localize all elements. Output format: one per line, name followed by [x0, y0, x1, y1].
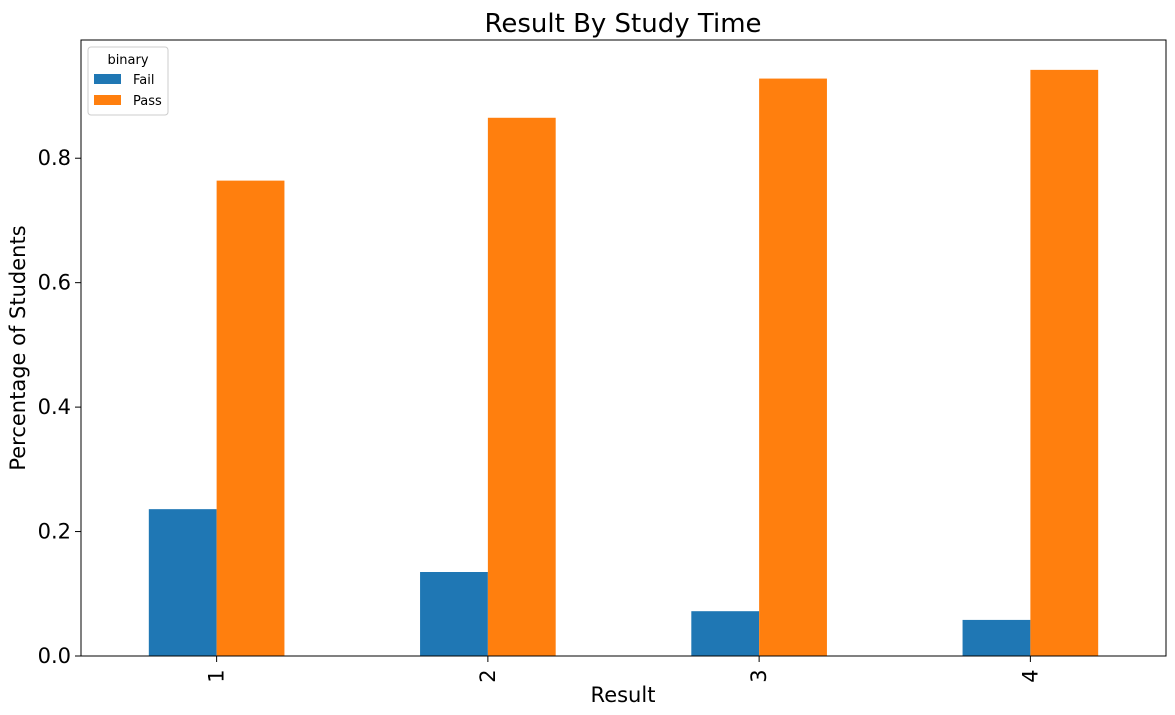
bar-pass-2 [487, 117, 556, 657]
x-axis-label: Result [591, 683, 656, 707]
x-tick-label: 2 [476, 669, 500, 682]
y-tick-label: 0.4 [38, 395, 71, 419]
y-tick-label: 0.2 [38, 520, 71, 544]
bars-group [148, 69, 1099, 657]
x-tick-label: 1 [205, 669, 229, 682]
bar-fail-2 [420, 572, 488, 656]
legend: binary Fail Pass [87, 46, 169, 116]
y-tick-label: 0.0 [38, 644, 71, 668]
legend-swatch-pass [94, 95, 121, 105]
x-axis-ticks: 1 2 3 4 [205, 656, 1042, 683]
bar-fail-3 [691, 611, 760, 656]
y-axis-ticks: 0.0 0.2 0.4 0.6 0.8 [38, 146, 81, 668]
bar-fail-4 [962, 619, 1031, 656]
bar-fail-1 [148, 509, 217, 656]
plot-frame [80, 39, 1167, 657]
y-tick-label: 0.6 [38, 271, 71, 295]
chart-title: Result By Study Time [484, 9, 761, 39]
bar-pass-1 [216, 180, 285, 656]
legend-swatch-fail [94, 74, 121, 84]
legend-label-pass: Pass [133, 94, 162, 109]
x-tick-label: 4 [1018, 669, 1042, 682]
x-tick-label: 3 [747, 669, 771, 682]
y-tick-label: 0.8 [38, 146, 71, 170]
y-axis-label: Percentage of Students [6, 225, 30, 470]
legend-title: binary [107, 53, 148, 68]
bar-pass-4 [1030, 69, 1099, 656]
bar-pass-3 [759, 78, 827, 657]
legend-label-fail: Fail [133, 73, 154, 88]
legend-entries: Fail Pass [94, 73, 162, 109]
